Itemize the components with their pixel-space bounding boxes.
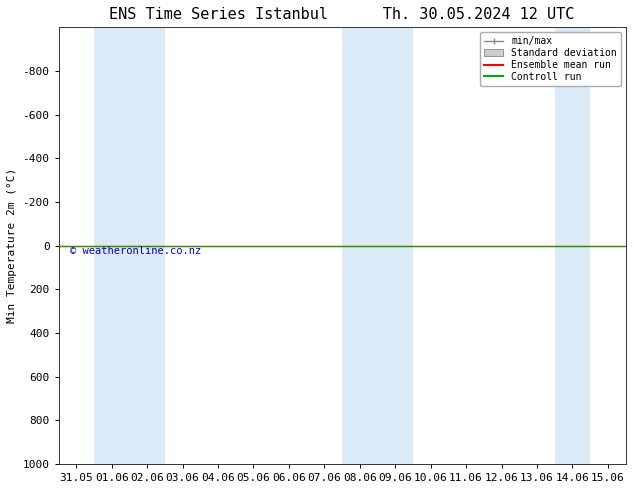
Text: © weatheronline.co.nz: © weatheronline.co.nz (70, 245, 201, 256)
Title: ENS Time Series Istanbul      Th. 30.05.2024 12 UTC: ENS Time Series Istanbul Th. 30.05.2024 … (109, 7, 574, 22)
Bar (94, 27, 165, 464)
Bar (555, 27, 590, 464)
Y-axis label: Min Temperature 2m (°C): Min Temperature 2m (°C) (7, 168, 17, 323)
Bar (342, 27, 413, 464)
Legend: min/max, Standard deviation, Ensemble mean run, Controll run: min/max, Standard deviation, Ensemble me… (480, 32, 621, 86)
